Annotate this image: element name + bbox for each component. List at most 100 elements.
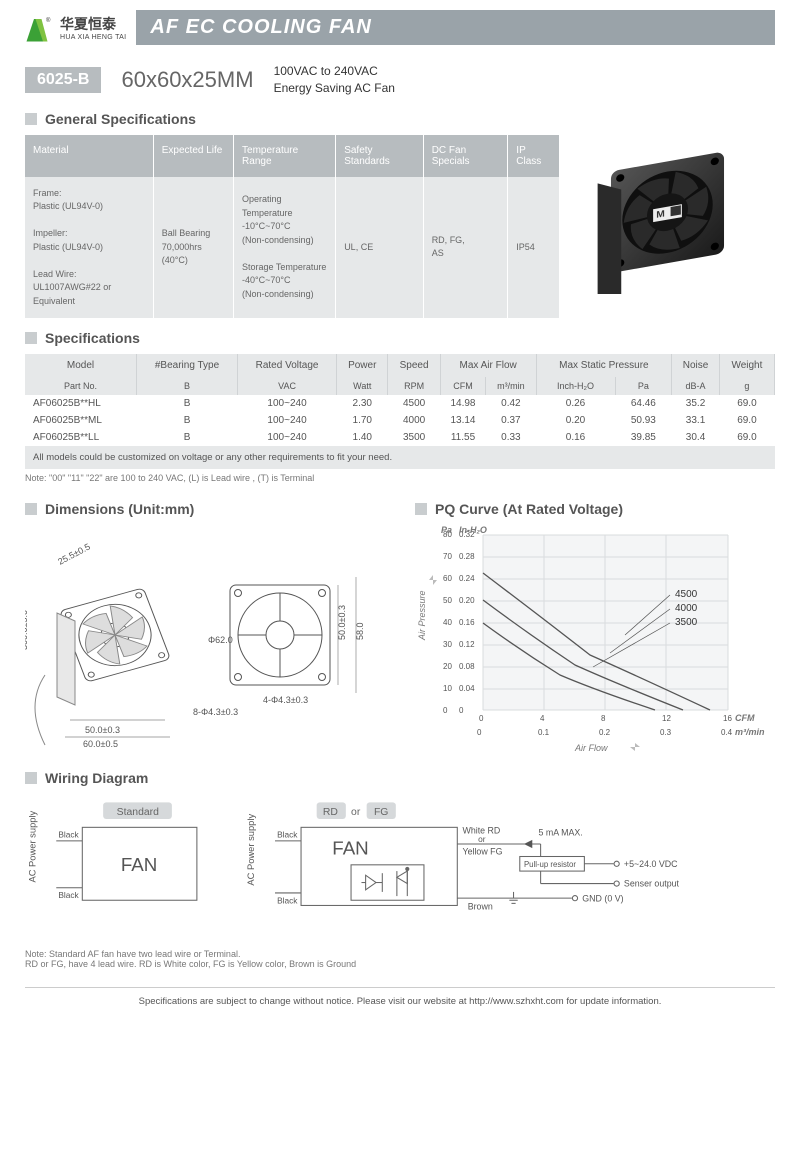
gen-material: Frame: Plastic (UL94V-0) Impeller: Plast… — [25, 177, 153, 319]
spec-cell: 69.0 — [719, 395, 774, 412]
spec-note2: Note: "00" "11" "22" are 100 to 240 VAC,… — [25, 473, 775, 483]
square-icon — [25, 503, 37, 515]
spec-cell: B — [137, 429, 238, 446]
section-spec: Specifications — [25, 330, 775, 346]
svg-text:AC Power supply: AC Power supply — [246, 814, 256, 886]
spec-cell: B — [137, 412, 238, 429]
spec-cell: 13.14 — [440, 412, 486, 429]
svg-text:or: or — [351, 807, 361, 818]
svg-text:0: 0 — [479, 714, 484, 723]
square-icon — [25, 332, 37, 344]
spec-cell: 0.16 — [536, 429, 615, 446]
spec-note: All models could be customized on voltag… — [25, 446, 775, 469]
model-row: 6025-B 60x60x25MM 100VAC to 240VAC Energ… — [25, 63, 775, 97]
gen-temp: Operating Temperature -10°C~70°C (Non-co… — [234, 177, 336, 319]
spec-cell: 69.0 — [719, 412, 774, 429]
wiring-diagram: Standard FAN AC Power supply Black Black… — [25, 794, 775, 940]
svg-text:4000: 4000 — [675, 603, 698, 614]
svg-text:Air Pressure: Air Pressure — [417, 591, 427, 642]
svg-text:0: 0 — [459, 706, 464, 715]
svg-text:0.24: 0.24 — [459, 574, 475, 583]
spec-cell: 0.42 — [486, 395, 536, 412]
section-pq: PQ Curve (At Rated Voltage) — [415, 501, 775, 517]
spec-cell: 64.46 — [615, 395, 672, 412]
svg-text:Black: Black — [58, 830, 79, 840]
spec-cell: 69.0 — [719, 429, 774, 446]
svg-text:Air Flow: Air Flow — [574, 743, 608, 753]
svg-text:8: 8 — [601, 714, 606, 723]
gen-safety: UL, CE — [336, 177, 424, 319]
model-badge: 6025-B — [25, 67, 101, 93]
svg-text:0.12: 0.12 — [459, 640, 475, 649]
svg-text:50: 50 — [443, 596, 452, 605]
logo: ® 华夏恒泰 HUA XIA HENG TAI — [25, 13, 126, 43]
svg-text:0: 0 — [477, 728, 482, 737]
model-desc: 100VAC to 240VAC Energy Saving AC Fan — [274, 63, 395, 97]
svg-text:60: 60 — [443, 574, 452, 583]
gen-ip: IP54 — [508, 177, 560, 319]
general-table: Material Expected Life Temperature Range… — [25, 135, 560, 319]
svg-text:25.5±0.5: 25.5±0.5 — [56, 542, 92, 567]
svg-text:FAN: FAN — [121, 854, 157, 875]
section-general: General Specifications — [25, 111, 775, 127]
spec-cell: 11.55 — [440, 429, 486, 446]
square-icon — [25, 772, 37, 784]
logo-en: HUA XIA HENG TAI — [60, 34, 126, 41]
section-wiring: Wiring Diagram — [25, 770, 775, 786]
svg-text:20: 20 — [443, 662, 452, 671]
svg-text:8-Φ4.3±0.3: 8-Φ4.3±0.3 — [193, 707, 238, 717]
pq-chart: 4500 4000 3500 00100.04200.08300.12400.1… — [415, 525, 775, 755]
svg-text:4-Φ4.3±0.3: 4-Φ4.3±0.3 — [263, 695, 308, 705]
svg-text:58.0: 58.0 — [355, 623, 365, 641]
gen-dcfan: RD, FG, AS — [423, 177, 508, 319]
spec-cell: AF06025B**HL — [25, 395, 137, 412]
svg-text:In-H₂O: In-H₂O — [459, 525, 487, 535]
svg-text:or: or — [478, 834, 486, 844]
svg-text:0.1: 0.1 — [538, 728, 550, 737]
svg-text:30: 30 — [443, 640, 452, 649]
spec-cell: 1.40 — [337, 429, 388, 446]
svg-text:0.3: 0.3 — [660, 728, 672, 737]
svg-text:70: 70 — [443, 552, 452, 561]
svg-text:0: 0 — [443, 706, 448, 715]
header: ® 华夏恒泰 HUA XIA HENG TAI AF EC COOLING FA… — [25, 10, 775, 45]
logo-cn: 华夏恒泰 — [60, 14, 126, 34]
svg-text:12: 12 — [662, 714, 671, 723]
svg-text:Pull-up resistor: Pull-up resistor — [524, 860, 576, 869]
svg-text:0.2: 0.2 — [599, 728, 611, 737]
footer: Specifications are subject to change wit… — [25, 987, 775, 1007]
svg-text:Yellow FG: Yellow FG — [462, 847, 502, 857]
section-dimensions: Dimensions (Unit:mm) — [25, 501, 385, 517]
spec-cell: 30.4 — [672, 429, 720, 446]
svg-text:0.04: 0.04 — [459, 684, 475, 693]
svg-text:16: 16 — [723, 714, 732, 723]
svg-text:Black: Black — [58, 890, 79, 900]
spec-cell: 50.93 — [615, 412, 672, 429]
spec-cell: 33.1 — [672, 412, 720, 429]
svg-text:0.16: 0.16 — [459, 618, 475, 627]
svg-text:RD: RD — [323, 807, 339, 818]
wiring-note: Note: Standard AF fan have two lead wire… — [25, 949, 775, 969]
svg-text:60.0±0.5: 60.0±0.5 — [83, 739, 118, 749]
svg-text:50.0±0.3: 50.0±0.3 — [85, 725, 120, 735]
svg-text:0.20: 0.20 — [459, 596, 475, 605]
svg-text:M: M — [656, 209, 665, 221]
svg-text:m³/min: m³/min — [735, 727, 765, 737]
spec-cell: B — [137, 395, 238, 412]
svg-text:Pa: Pa — [441, 525, 452, 535]
svg-text:Brown: Brown — [468, 902, 493, 912]
spec-cell: 4500 — [388, 395, 440, 412]
spec-cell: 2.30 — [337, 395, 388, 412]
model-size: 60x60x25MM — [121, 67, 253, 93]
svg-text:4: 4 — [540, 714, 545, 723]
spec-cell: 1.70 — [337, 412, 388, 429]
svg-text:AC Power supply: AC Power supply — [27, 811, 37, 883]
svg-text:0.28: 0.28 — [459, 552, 475, 561]
spec-cell: 100~240 — [238, 412, 337, 429]
spec-cell: 0.20 — [536, 412, 615, 429]
spec-cell: 35.2 — [672, 395, 720, 412]
svg-text:CFM: CFM — [735, 713, 755, 723]
spec-cell: 100~240 — [238, 429, 337, 446]
spec-cell: 0.26 — [536, 395, 615, 412]
svg-text:FG: FG — [374, 807, 388, 818]
